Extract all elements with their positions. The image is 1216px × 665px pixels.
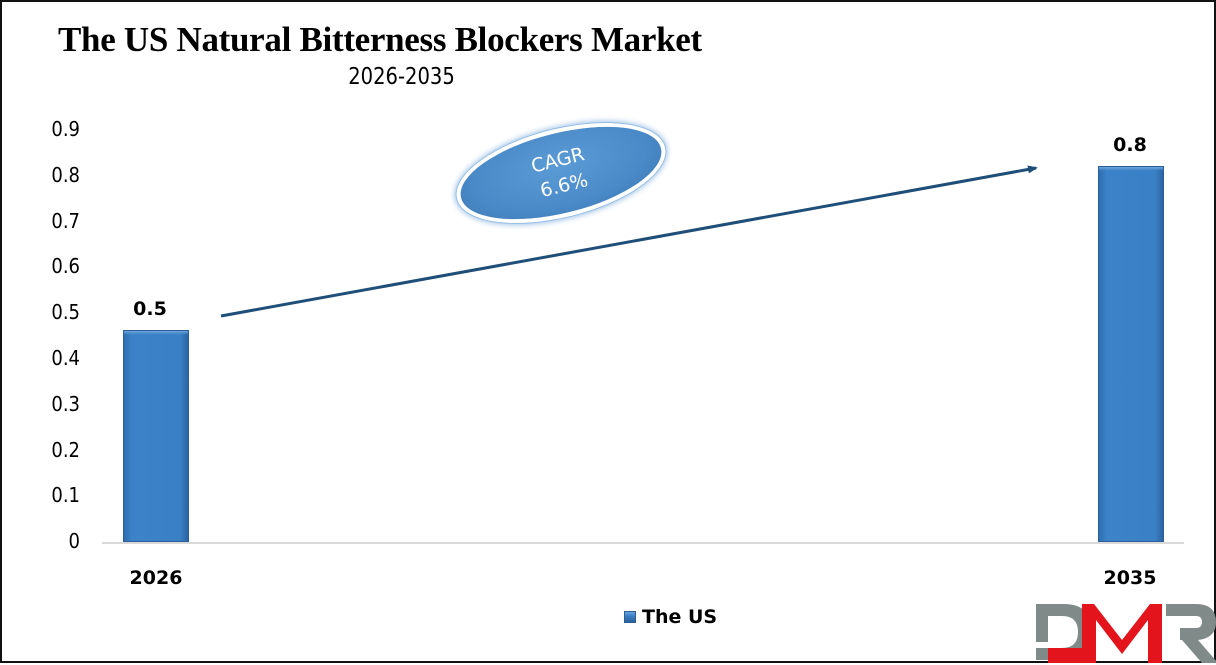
bar-value-label: 0.5: [133, 298, 167, 320]
y-tick: 0.5: [51, 300, 80, 324]
y-tick: 0: [68, 529, 80, 553]
y-tick: 0.7: [51, 209, 80, 233]
x-tick: 2026: [129, 567, 183, 589]
y-tick: 0.9: [51, 117, 80, 141]
y-tick: 0.8: [51, 163, 80, 187]
bar-2026: [123, 330, 189, 542]
chart-subtitle: 2026-2035: [348, 64, 455, 90]
chart-title: The US Natural Bitterness Blockers Marke…: [58, 20, 702, 59]
legend: The US: [624, 606, 717, 628]
x-tick: 2035: [1103, 567, 1157, 589]
x-axis-line: [102, 542, 1184, 544]
legend-label: The US: [642, 606, 718, 628]
bar-value-label: 0.8: [1113, 134, 1147, 156]
y-tick: 0.4: [51, 346, 80, 370]
y-tick: 0.2: [51, 438, 80, 462]
bar-2035: [1098, 166, 1164, 542]
y-tick: 0.6: [51, 254, 80, 278]
legend-swatch-icon: [624, 611, 636, 623]
y-tick: 0.3: [51, 392, 80, 416]
y-tick: 0.1: [51, 483, 80, 507]
dmr-logo-icon: [1036, 604, 1216, 663]
